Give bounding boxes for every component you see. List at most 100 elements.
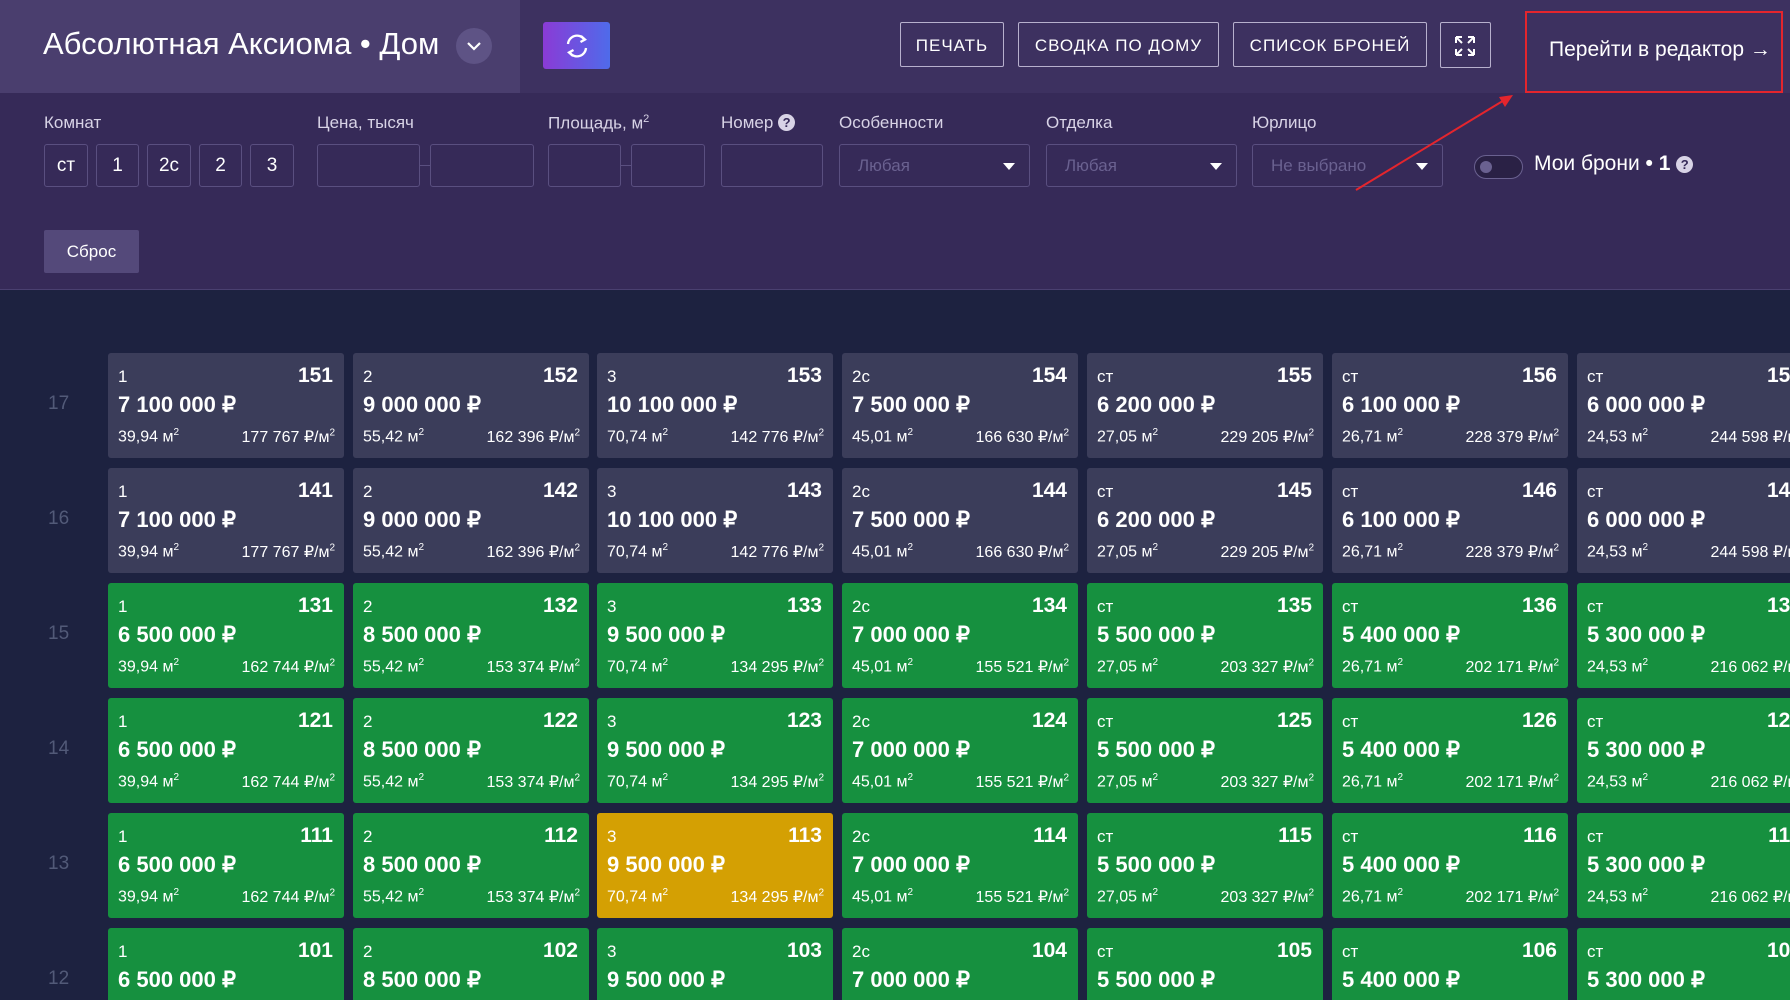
apartment-cell[interactable]: 2с 134 7 000 000 ₽45,01 м2 155 521 ₽/м2: [842, 583, 1078, 688]
apartment-cell[interactable]: ст 146 6 100 000 ₽26,71 м2 228 379 ₽/м2: [1332, 468, 1568, 573]
fullscreen-button[interactable]: [1440, 22, 1491, 68]
area-from-input[interactable]: [548, 144, 621, 187]
room-filter-3[interactable]: 3: [250, 144, 294, 187]
apartment-cell[interactable]: 2с 114 7 000 000 ₽45,01 м2 155 521 ₽/м2: [842, 813, 1078, 918]
price-per-sqm: 228 379 ₽/м2: [1466, 542, 1559, 562]
apartment-cell[interactable]: 1 141 7 100 000 ₽39,94 м2 177 767 ₽/м2: [108, 468, 344, 573]
apartment-price: 7 500 000 ₽: [852, 507, 970, 532]
apartment-area-value: 39,94 м: [118, 888, 174, 906]
legal-entity-select[interactable]: Не выбрано: [1252, 144, 1443, 187]
apartment-cell[interactable]: ст 125 5 500 000 ₽27,05 м2 203 327 ₽/м2: [1087, 698, 1323, 803]
apartment-price: 6 500 000 ₽: [118, 967, 236, 992]
price-range-separator: [420, 165, 430, 166]
my-bookings-toggle[interactable]: [1474, 155, 1523, 179]
price-per-sqm: 244 598 ₽/м2: [1711, 542, 1790, 562]
price-per-sqm: 162 396 ₽/м2: [487, 542, 580, 562]
apartment-cell[interactable]: 1 111 6 500 000 ₽39,94 м2 162 744 ₽/м2: [108, 813, 344, 918]
apartment-cell[interactable]: ст 135 5 500 000 ₽27,05 м2 203 327 ₽/м2: [1087, 583, 1323, 688]
price-per-sqm-value: 162 396 ₽/м: [486, 544, 575, 561]
project-selector[interactable]: Абсолютная Аксиома • Дом: [0, 0, 520, 93]
apartment-cell[interactable]: ст 126 5 400 000 ₽26,71 м2 202 171 ₽/м2: [1332, 698, 1568, 803]
number-input[interactable]: [721, 144, 823, 187]
apartment-cell[interactable]: 2 142 9 000 000 ₽55,42 м2 162 396 ₽/м2: [353, 468, 589, 573]
apartment-area-value: 24,53 м: [1587, 773, 1643, 791]
price-to-input[interactable]: [430, 144, 534, 187]
refresh-button[interactable]: [543, 22, 610, 69]
apartment-cell[interactable]: 2 112 8 500 000 ₽55,42 м2 153 374 ₽/м2: [353, 813, 589, 918]
apartment-cell[interactable]: 2с 124 7 000 000 ₽45,01 м2 155 521 ₽/м2: [842, 698, 1078, 803]
apartment-area: 55,42 м2: [363, 542, 424, 561]
apartment-cell[interactable]: 2 132 8 500 000 ₽55,42 м2 153 374 ₽/м2: [353, 583, 589, 688]
go-to-editor-label[interactable]: Перейти в редактор →: [1549, 38, 1771, 61]
price-from-input[interactable]: [317, 144, 420, 187]
apartment-cell[interactable]: ст 115 5 500 000 ₽27,05 м2 203 327 ₽/м2: [1087, 813, 1323, 918]
price-per-sqm-value: 202 171 ₽/м: [1465, 774, 1554, 791]
apartment-area-value: 45,01 м: [852, 773, 908, 791]
house-summary-button[interactable]: СВОДКА ПО ДОМУ: [1018, 22, 1219, 67]
room-filter-1[interactable]: 1: [96, 144, 139, 187]
features-select[interactable]: Любая: [839, 144, 1030, 187]
go-to-editor-link[interactable]: Перейти в редактор →: [1525, 11, 1783, 93]
project-title[interactable]: Абсолютная Аксиома • Дом: [43, 26, 440, 61]
apartment-cell[interactable]: 2с 144 7 500 000 ₽45,01 м2 166 630 ₽/м2: [842, 468, 1078, 573]
apartment-cell[interactable]: ст 155 6 200 000 ₽27,05 м2 229 205 ₽/м2: [1087, 353, 1323, 458]
apartment-cell[interactable]: ст 136 5 400 000 ₽26,71 м2 202 171 ₽/м2: [1332, 583, 1568, 688]
apartment-cell[interactable]: 2 152 9 000 000 ₽55,42 м2 162 396 ₽/м2: [353, 353, 589, 458]
apartment-cell[interactable]: 3 143 10 100 000 ₽70,74 м2 142 776 ₽/м2: [597, 468, 833, 573]
area-label: Площадь, м2: [548, 113, 649, 134]
chevron-down-icon[interactable]: [456, 28, 492, 64]
apartment-cell[interactable]: 2 122 8 500 000 ₽55,42 м2 153 374 ₽/м2: [353, 698, 589, 803]
price-per-sqm-value: 229 205 ₽/м: [1220, 544, 1309, 561]
price-per-sqm-value: 216 062 ₽/м: [1710, 774, 1790, 791]
apartment-cell[interactable]: ст 156 6 100 000 ₽26,71 м2 228 379 ₽/м2: [1332, 353, 1568, 458]
apartment-price: 5 500 000 ₽: [1097, 852, 1215, 877]
finish-select[interactable]: Любая: [1046, 144, 1237, 187]
price-per-sqm: 203 327 ₽/м2: [1221, 772, 1314, 792]
apartment-cell[interactable]: 3 153 10 100 000 ₽70,74 м2 142 776 ₽/м2: [597, 353, 833, 458]
apartment-area-value: 27,05 м: [1097, 888, 1153, 906]
apartment-cell[interactable]: 2с 154 7 500 000 ₽45,01 м2 166 630 ₽/м2: [842, 353, 1078, 458]
apartment-area: 27,05 м2: [1097, 657, 1158, 676]
price-per-sqm: 177 767 ₽/м2: [242, 427, 335, 447]
apartment-area-value: 27,05 м: [1097, 543, 1153, 561]
sq-sup: 2: [1553, 772, 1559, 784]
price-per-sqm: 216 062 ₽/м2: [1711, 772, 1790, 792]
apartment-type: ст: [1587, 367, 1604, 386]
apartment-type: ст: [1342, 827, 1359, 846]
apartment-cell[interactable]: 3 123 9 500 000 ₽70,74 м2 134 295 ₽/м2: [597, 698, 833, 803]
bookings-list-button[interactable]: СПИСОК БРОНЕЙ: [1233, 22, 1427, 67]
room-filter-2[interactable]: 2: [199, 144, 242, 187]
print-button[interactable]: ПЕЧАТЬ: [900, 22, 1004, 67]
apartment-cell[interactable]: 1 121 6 500 000 ₽39,94 м2 162 744 ₽/м2: [108, 698, 344, 803]
apartment-cell[interactable]: 3 133 9 500 000 ₽70,74 м2 134 295 ₽/м2: [597, 583, 833, 688]
reset-button[interactable]: Сброс: [44, 230, 139, 273]
apartment-area-value: 24,53 м: [1587, 543, 1643, 561]
apartment-cell[interactable]: 1 131 6 500 000 ₽39,94 м2 162 744 ₽/м2: [108, 583, 344, 688]
sq-sup: 2: [418, 657, 425, 668]
apartment-cell[interactable]: 1 151 7 100 000 ₽39,94 м2 177 767 ₽/м2: [108, 353, 344, 458]
room-filter-studio[interactable]: ст: [44, 144, 88, 187]
question-circle-icon[interactable]: ?: [1676, 156, 1694, 173]
question-circle-icon[interactable]: ?: [778, 114, 796, 131]
apartment-price: 8 500 000 ₽: [363, 622, 481, 647]
apartment-cell[interactable]: 3 113 9 500 000 ₽70,74 м2 134 295 ₽/м2: [597, 813, 833, 918]
apartment-cell[interactable]: ст 145 6 200 000 ₽27,05 м2 229 205 ₽/м2: [1087, 468, 1323, 573]
apartment-cell[interactable]: ст 116 5 400 000 ₽26,71 м2 202 171 ₽/м2: [1332, 813, 1568, 918]
sq-sup: 2: [662, 657, 669, 668]
apartment-area-value: 27,05 м: [1097, 773, 1153, 791]
area-to-input[interactable]: [631, 144, 705, 187]
room-filter-2s[interactable]: 2с: [147, 144, 191, 187]
apartment-number: 105: [1276, 939, 1312, 962]
